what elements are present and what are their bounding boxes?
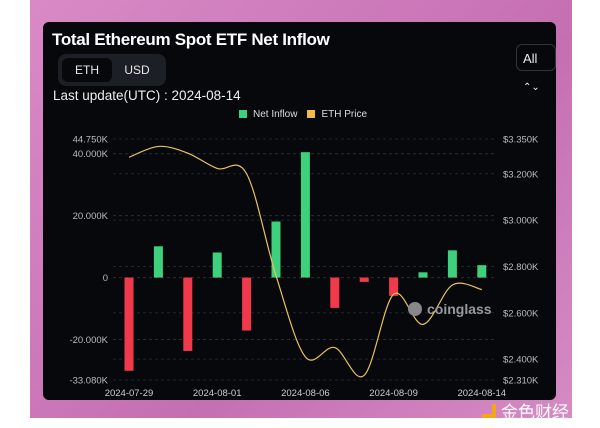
bar-net-inflow (447, 250, 457, 278)
bar-net-inflow (330, 277, 340, 308)
legend-swatch-icon (239, 110, 247, 118)
unit-toggle: ETH USD (58, 54, 166, 86)
chevron-up-down-icon: ⌃⌄ (523, 82, 540, 93)
jinse-logo-icon (482, 403, 496, 418)
bar-net-inflow (271, 221, 281, 278)
y-left-tick-label: -20.000K (69, 335, 108, 346)
bar-net-inflow (183, 277, 193, 351)
x-tick-label: 2024-07-29 (105, 388, 154, 399)
bar-net-inflow (418, 272, 428, 278)
legend: Net Inflow ETH Price (239, 109, 367, 120)
last-update: Last update(UTC) : 2024-08-14 (53, 88, 241, 103)
x-tick-label: 2024-08-14 (457, 388, 506, 399)
coinglass-logo-icon (408, 302, 422, 316)
x-tick-label: 2024-08-06 (281, 388, 330, 399)
bar-net-inflow (477, 265, 487, 278)
bar-net-inflow (389, 277, 399, 296)
chart-title: Total Ethereum Spot ETF Net Inflow (52, 30, 330, 49)
bar-net-inflow (124, 277, 134, 371)
x-tick-label: 2024-08-09 (369, 388, 418, 399)
y-right-tick-label: $2.310K (503, 376, 539, 387)
y-left-tick-label: 40.000K (73, 149, 109, 160)
bar-net-inflow (242, 277, 252, 331)
legend-eth-price[interactable]: ETH Price (307, 109, 367, 120)
x-tick-label: 2024-08-01 (193, 388, 242, 399)
y-left-tick-label: 44.750K (73, 135, 109, 146)
y-right-tick-label: $3.000K (503, 216, 539, 227)
line-eth-price (128, 145, 482, 378)
legend-label: Net Inflow (253, 109, 298, 120)
y-left-tick-label: 0 (103, 273, 108, 284)
range-select[interactable]: All ⌃⌄ (516, 44, 556, 93)
legend-net-inflow[interactable]: Net Inflow (239, 109, 297, 120)
watermark-text: 金色财经 (501, 403, 569, 422)
legend-label: ETH Price (321, 109, 368, 120)
y-right-tick-label: $3.350K (503, 135, 539, 146)
toggle-eth[interactable]: ETH (62, 58, 112, 82)
bar-net-inflow (359, 277, 369, 282)
bar-net-inflow (212, 252, 222, 278)
y-right-tick-label: $2.600K (503, 308, 539, 319)
legend-swatch-icon (307, 110, 316, 118)
toggle-usd[interactable]: USD (124, 63, 150, 77)
bar-net-inflow (153, 246, 163, 278)
coinglass-watermark: coinglass (427, 301, 492, 317)
range-select-value: All (523, 51, 538, 66)
bar-net-inflow (300, 152, 310, 278)
y-left-tick-label: -33.080K (69, 376, 108, 387)
y-right-tick-label: $2.400K (503, 355, 539, 366)
y-right-tick-label: $2.800K (503, 262, 539, 273)
y-right-tick-label: $3.200K (503, 169, 539, 180)
y-left-tick-label: 20.000K (73, 211, 109, 222)
site-watermark: 金色财经 (482, 398, 569, 423)
